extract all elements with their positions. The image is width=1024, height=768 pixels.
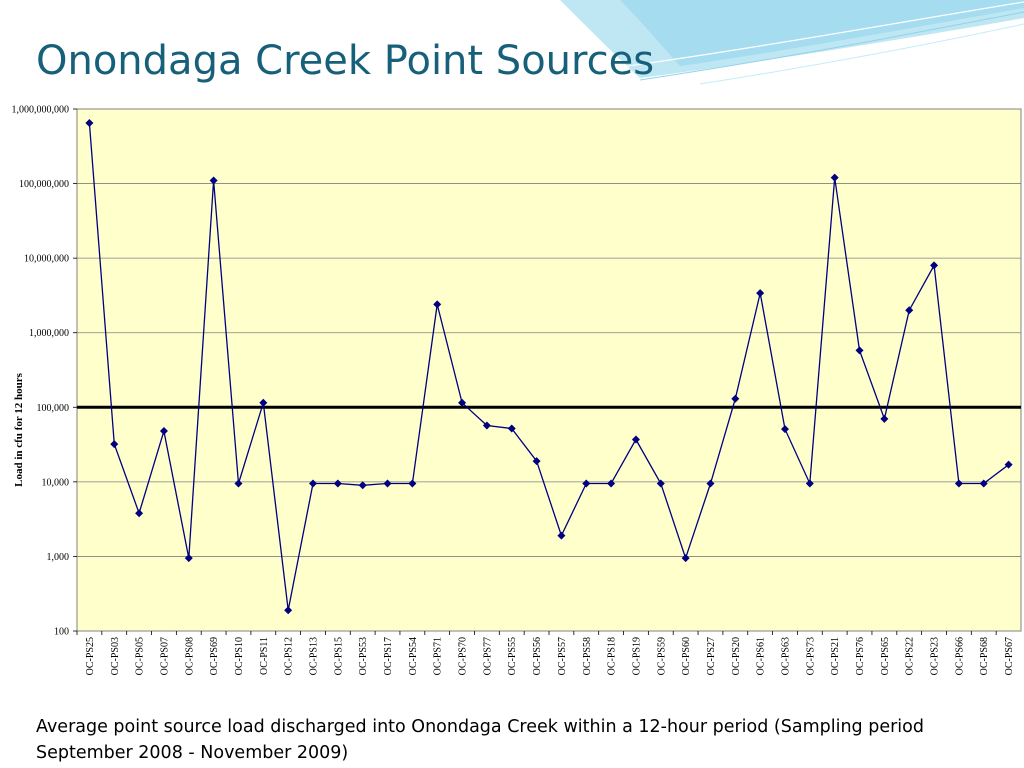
line-chart: 100 1,000 10,000 100,000 1,000,000 10,000,000… [12,105,1022,675]
x-tick-label: OC-PS70 [458,637,469,675]
slide-title: Onondaga Creek Point Sources [36,38,655,84]
data-point-marker [781,425,789,434]
x-tick-label: OC-PS56 [532,637,543,675]
y-tick-label: 1,000,000 [29,328,69,339]
data-point-marker [507,424,516,433]
y-tick-label: 100 [54,627,69,638]
x-tick-label: OC-PS13 [309,637,320,675]
x-tick-label: OC-PS71 [433,637,444,675]
data-point-marker [979,479,988,488]
x-tick-label: OC-PS17 [383,637,394,675]
data-point-marker [184,554,193,563]
data-point-marker [681,554,690,563]
x-tick-label: OC-PS19 [631,637,642,675]
x-tick-label: OC-PS03 [110,637,121,675]
data-point-marker [756,289,765,298]
x-tick-label: OC-PS65 [880,637,891,675]
x-tick-label: OC-PS15 [333,637,344,675]
x-tick-label: OC-PS59 [656,637,667,675]
y-tick-label: 100,000 [37,403,70,414]
data-point-marker [209,176,218,185]
header-swoosh-line-3 [699,23,1024,85]
y-tick-label: 1,000 [47,552,70,563]
x-tick-label: OC-PS25 [85,637,96,675]
slide-caption: Average point source load discharged int… [36,717,924,763]
data-point-marker [408,479,417,488]
x-tick-label: OC-PS11 [259,637,270,675]
data-point-marker [830,173,839,182]
x-tick-label: OC-PS58 [582,637,593,675]
x-tick-label: OC-PS23 [930,637,941,675]
data-point-marker [880,414,889,423]
data-point-marker [582,479,591,488]
data-point-marker [458,398,467,407]
x-tick-label: OC-PS05 [135,637,146,675]
header-swoosh-light [620,0,1024,66]
x-tick-label: OC-PS69 [209,637,220,675]
x-tick-label: OC-PS18 [607,637,618,675]
x-tick-label: OC-PS21 [830,637,841,675]
data-point-marker [706,479,715,488]
x-tick-label: OC-PS57 [557,637,568,675]
data-point-marker [284,606,293,615]
data-point-marker [110,440,119,449]
data-point-marker [855,346,864,355]
data-point-marker [482,421,491,430]
x-tick-label: OC-PS61 [756,637,767,675]
x-tick-label: OC-PS67 [1004,637,1015,675]
x-tick-label: OC-PS68 [979,637,990,675]
data-point-marker [1004,460,1013,469]
x-tick-label: OC-PS73 [805,637,816,675]
data-point-marker [333,479,342,488]
data-point-marker [731,394,740,403]
x-tick-label: OC-PS55 [507,637,518,675]
x-axis-tick-labels: OC-PS25 OC-PS03 OC-PS05 OC-PS07 OC-PS08 OC-PS… [76,631,1015,675]
x-tick-label: OC-PS54 [408,637,419,675]
y-axis-title: Load in cfu for 12 hours [13,372,25,487]
plot-area [76,108,1022,632]
data-point-marker [607,479,616,488]
data-point-marker [656,479,665,488]
x-tick-label: OC-PS12 [284,637,295,675]
data-point-marker [383,479,392,488]
data-point-marker [433,300,442,309]
x-tick-label: OC-PS27 [706,637,717,675]
series-line [88,122,1009,611]
data-point-marker [358,481,367,490]
x-tick-label: OC-PS76 [855,637,866,675]
x-tick-label: OC-PS63 [781,637,792,675]
y-tick-label: 1,000,000,000 [12,105,70,116]
data-point-marker [805,479,814,488]
x-tick-label: OC-PS07 [159,637,170,675]
data-point-marker [135,509,144,518]
data-point-marker [234,479,243,488]
data-point-marker [85,118,94,127]
x-tick-label: OC-PS60 [681,637,692,675]
x-tick-label: OC-PS77 [482,637,493,675]
data-point-marker [905,306,914,315]
data-point-marker [159,427,168,436]
x-tick-label: OC-PS66 [954,637,965,675]
x-tick-label: OC-PS53 [358,637,369,675]
x-tick-label: OC-PS08 [184,637,195,675]
data-point-marker [309,479,317,488]
header-swoosh-line-1 [599,1,1024,71]
x-tick-label: OC-PS10 [234,637,245,675]
y-tick-label: 10,000,000 [24,254,69,265]
data-point-markers [85,118,1013,615]
x-tick-label: OC-PS20 [731,637,742,675]
y-tick-label: 10,000 [42,477,70,488]
data-point-marker [532,457,541,466]
data-point-marker [930,261,939,270]
data-point-marker [954,479,963,488]
x-tick-label: OC-PS22 [905,637,916,675]
data-point-marker [259,398,268,407]
data-point-marker [557,531,566,540]
y-tick-label: 100,000,000 [19,179,69,190]
y-axis-tick-labels: 100 1,000 10,000 100,000 1,000,000 10,000,000… [12,105,70,638]
header-swoosh-line-2 [639,11,1024,81]
data-point-marker [631,435,640,444]
